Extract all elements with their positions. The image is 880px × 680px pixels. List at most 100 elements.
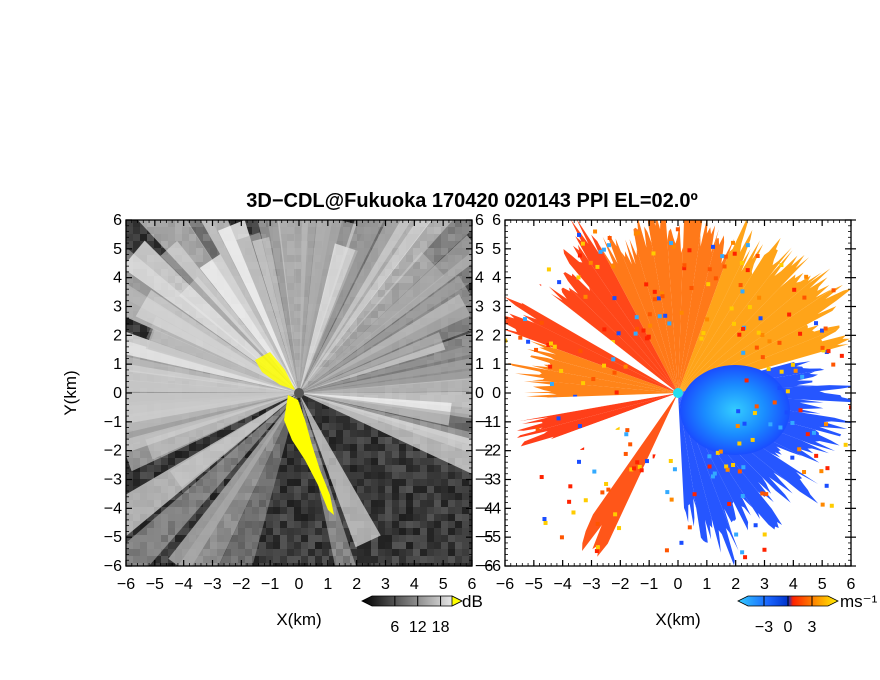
noise-cell [322,563,329,566]
noise-cell [140,332,147,339]
noise-cell [266,465,273,472]
noise-cell [420,542,427,549]
noise-cell [357,493,364,500]
noise-cell [189,451,196,458]
noise-cell [196,444,203,451]
velocity-speckle [730,240,735,245]
noise-cell [364,472,371,479]
noise-cell [336,535,343,542]
noise-cell [434,465,441,472]
noise-cell [252,556,259,563]
noise-cell [133,472,140,479]
noise-cell [420,486,427,493]
noise-cell [315,444,322,451]
noise-cell [427,535,434,542]
noise-cell [273,409,280,416]
noise-cell [280,542,287,549]
snr-yellow-band [284,395,334,515]
noise-cell [441,542,448,549]
noise-cell [217,430,224,437]
noise-cell [196,472,203,479]
noise-cell [406,465,413,472]
velocity-speckle [652,454,657,459]
noise-cell [441,472,448,479]
velocity-sector-positive [516,393,678,432]
noise-cell [441,234,448,241]
noise-cell [441,227,448,234]
velocity-sector-positive [563,272,678,393]
velocity-speckle [762,532,767,537]
velocity-speckle [557,280,562,285]
noise-cell [441,465,448,472]
noise-cell [448,430,455,437]
velocity-speckle [758,316,763,321]
velocity-speckle [741,465,746,470]
noise-cell [301,472,308,479]
velocity-speckle [734,532,739,537]
x-tick-label: 6 [847,576,856,593]
velocity-speckle [732,321,737,326]
noise-cell [371,409,378,416]
noise-cell [350,479,357,486]
noise-cell [406,451,413,458]
velocity-speckle [831,362,836,367]
noise-cell [378,290,385,297]
velocity-speckle [722,264,727,269]
noise-cell [406,479,413,486]
noise-cell [280,444,287,451]
noise-cell [371,521,378,528]
noise-cell [350,402,357,409]
noise-cell [427,220,434,227]
velocity-speckle [634,315,639,320]
noise-cell [175,514,182,521]
noise-cell [259,514,266,521]
noise-cell [385,542,392,549]
velocity-speckle [820,502,825,507]
velocity-speckle [711,244,716,249]
noise-cell [133,220,140,227]
noise-cell [175,493,182,500]
noise-cell [455,479,462,486]
velocity-speckle [600,490,605,495]
noise-cell [462,556,469,563]
noise-cell [469,283,472,290]
velocity-speckle [757,295,762,300]
noise-cell [287,535,294,542]
noise-cell [364,479,371,486]
velocity-speckle [790,455,795,460]
noise-cell [140,535,147,542]
noise-cell [245,416,252,423]
noise-cell [364,500,371,507]
noise-cell [371,535,378,542]
y-tick-label: 6 [113,212,122,229]
x-tick-label: 5 [439,576,448,593]
noise-cell [378,311,385,318]
noise-cell [399,535,406,542]
y-tick-label: −6 [104,558,122,575]
noise-cell [154,528,161,535]
noise-cell [350,465,357,472]
noise-cell [273,465,280,472]
noise-cell [210,248,217,255]
velocity-colorbar: ms⁻¹ −3 0 3 [737,592,878,636]
velocity-speckle [744,378,749,383]
noise-cell [238,444,245,451]
velocity-sector-positive [633,220,678,393]
velocity-speckle [664,548,669,553]
noise-cell [224,458,231,465]
noise-cell [469,290,472,297]
noise-cell [357,486,364,493]
snr-ray [299,357,472,393]
noise-cell [196,479,203,486]
noise-cell [315,563,322,566]
velocity-speckle [505,338,508,343]
noise-cell [448,339,455,346]
velocity-core-negative [680,365,790,455]
noise-cell [238,542,245,549]
noise-cell [455,416,462,423]
noise-cell [413,416,420,423]
noise-cell [126,472,133,479]
noise-cell [308,437,315,444]
velocity-speckle [578,349,583,354]
noise-cell [462,283,469,290]
